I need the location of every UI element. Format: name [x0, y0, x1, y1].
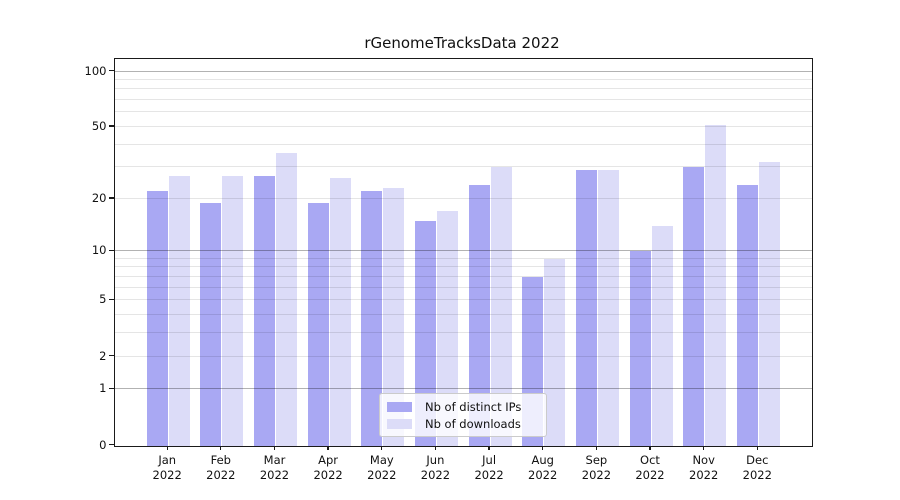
gridline-minor-40 [114, 143, 812, 145]
y-tick-label-0: 0 [99, 437, 107, 452]
y-tick-2 [108, 355, 114, 357]
bar-ips-Jun [414, 220, 436, 446]
legend-label-downloads: Nb of downloads [425, 416, 521, 431]
gridline-minor-3 [114, 332, 812, 334]
legend-item-downloads: Nb of downloads [387, 418, 538, 430]
gridline-minor-90 [114, 78, 812, 80]
bar-downloads-Nov [705, 125, 727, 446]
bar-ips-Nov [683, 167, 705, 446]
x-tick-label-Jun: Jun 2022 [420, 452, 451, 483]
legend-swatch-ips [387, 401, 412, 412]
x-tick-label-Oct: Oct 2022 [635, 452, 665, 483]
y-tick-1 [108, 387, 114, 390]
y-tick-20 [108, 197, 114, 199]
x-tick-label-May: May 2022 [367, 452, 397, 483]
plot-area [113, 58, 813, 447]
bar-downloads-Sep [597, 169, 619, 446]
y-tick-5 [108, 298, 114, 301]
legend: Nb of distinct IPs Nb of downloads [379, 393, 547, 437]
y-tick-0 [108, 444, 114, 446]
x-tick-label-Mar: Mar 2022 [259, 452, 290, 483]
y-tick-label-2: 2 [99, 348, 107, 363]
gridline-major-10 [114, 250, 812, 252]
bar-ips-Jan [146, 191, 168, 446]
x-tick-label-Aug: Aug 2022 [528, 452, 558, 483]
bar-ips-Jul [468, 184, 490, 446]
y-tick-label-10: 10 [91, 243, 107, 258]
x-tick-May [381, 445, 383, 451]
x-tick-label-Nov: Nov 2022 [689, 452, 719, 483]
gridline-major-1 [114, 388, 812, 390]
gridline-minor-70 [114, 99, 812, 101]
x-tick-label-Apr: Apr 2022 [313, 452, 343, 483]
gridlines-layer [114, 59, 812, 446]
bar-downloads-Dec [758, 162, 780, 446]
bar-downloads-Jul [490, 167, 512, 446]
gridline-major-100 [114, 70, 812, 72]
legend-item-ips: Nb of distinct IPs [387, 401, 538, 413]
gridline-minor-80 [114, 88, 812, 90]
y-tick-50 [108, 125, 114, 127]
bars-layer [115, 59, 813, 446]
y-tick-label-100: 100 [84, 63, 107, 78]
bar-ips-Feb [200, 202, 222, 446]
x-tick-label-Jan: Jan 2022 [152, 452, 182, 483]
x-tick-Apr [327, 445, 329, 451]
x-tick-label-Feb: Feb 2022 [206, 452, 236, 483]
x-tick-Feb [220, 445, 222, 451]
bar-downloads-Aug [544, 258, 566, 446]
y-tick-100 [108, 70, 114, 72]
x-tick-Oct [649, 445, 651, 451]
bar-downloads-Jan [168, 175, 190, 446]
x-tick-Jun [434, 445, 437, 451]
y-tick-label-50: 50 [91, 118, 107, 133]
bar-downloads-Oct [651, 226, 673, 446]
bar-ips-Dec [736, 184, 758, 446]
x-tick-Jan [166, 445, 168, 451]
bar-downloads-May [383, 188, 405, 446]
gridline-minor-5 [114, 299, 812, 301]
gridline-minor-60 [114, 111, 812, 113]
bar-ips-May [361, 191, 383, 446]
bar-ips-Mar [254, 175, 275, 446]
x-tick-Aug [542, 445, 544, 451]
gridline-minor-20 [114, 197, 812, 199]
bar-ips-Oct [629, 251, 651, 446]
bar-ips-Sep [575, 169, 597, 446]
x-tick-Dec [756, 445, 758, 451]
gridline-minor-50 [114, 125, 812, 127]
chart-title: rGenomeTracksData 2022 [364, 34, 560, 52]
gridline-minor-2 [114, 355, 812, 357]
bar-ips-Apr [307, 202, 329, 446]
gridline-minor-9 [114, 257, 812, 259]
legend-label-ips: Nb of distinct IPs [425, 399, 522, 414]
bar-downloads-Feb [222, 175, 244, 446]
gridline-minor-4 [114, 314, 812, 316]
y-tick-label-1: 1 [99, 381, 107, 396]
y-tick-10 [108, 249, 114, 252]
x-tick-label-Dec: Dec 2022 [742, 452, 772, 483]
gridline-minor-30 [114, 166, 812, 168]
x-tick-label-Jul: Jul 2022 [474, 452, 504, 483]
bar-downloads-Apr [329, 178, 351, 446]
x-tick-Mar [273, 445, 276, 451]
x-tick-label-Sep: Sep 2022 [581, 452, 612, 483]
gridline-minor-8 [114, 266, 812, 268]
x-tick-Sep [595, 445, 598, 451]
bar-downloads-Mar [276, 152, 297, 446]
bar-downloads-Jun [436, 211, 458, 446]
gridline-minor-6 [114, 286, 812, 288]
y-tick-label-20: 20 [91, 190, 107, 205]
legend-swatch-downloads [387, 418, 412, 429]
x-tick-Jul [488, 445, 490, 451]
gridline-minor-7 [114, 276, 812, 277]
y-tick-label-5: 5 [99, 292, 107, 307]
x-tick-Nov [703, 445, 705, 451]
